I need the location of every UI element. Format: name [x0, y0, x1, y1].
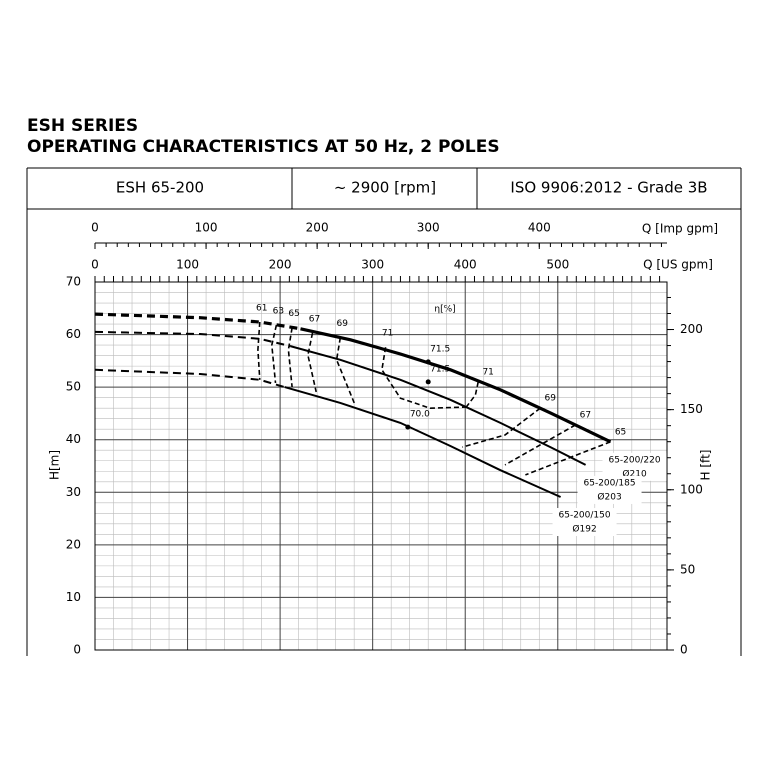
efficiency-point-label: 71.5	[430, 364, 450, 374]
curve-label-bg	[552, 508, 617, 537]
x-tick-label: 500	[546, 258, 569, 272]
pump-curve	[300, 327, 612, 444]
efficiency-curve	[307, 332, 317, 393]
x2-axis-label: Q [Imp gpm]	[642, 222, 718, 236]
x2-tick-label: 100	[195, 221, 218, 235]
efficiency-curve	[270, 324, 278, 383]
x2-tick-label: 400	[528, 221, 551, 235]
pump-curve	[94, 330, 291, 348]
y-tick-label: 40	[66, 432, 81, 446]
pump-curve	[94, 312, 301, 331]
efficiency-point	[405, 424, 411, 430]
curve-diameter: Ø210	[622, 468, 647, 479]
curve-label: 65-200/150	[559, 511, 611, 521]
efficiency-curve	[335, 337, 356, 406]
efficiency-label: η[%]	[434, 305, 455, 315]
efficiency-label: 67	[580, 410, 591, 420]
efficiency-label: 67	[309, 314, 320, 324]
header-cell: ISO 9906:2012 - Grade 3B	[510, 179, 707, 197]
efficiency-point	[425, 359, 431, 365]
header-box	[26, 167, 742, 656]
curve-label: 65-200/185	[584, 478, 636, 488]
y-tick-label: 50	[66, 380, 81, 394]
x2-tick-label: 300	[417, 221, 440, 235]
title-line: ESH SERIES	[27, 116, 138, 136]
efficiency-curve	[257, 321, 261, 380]
curve-label: 65-200/220	[608, 455, 660, 465]
efficiency-point-label: 71.5	[430, 344, 450, 354]
y-axis-label: H[m]	[48, 450, 62, 480]
efficiency-point	[425, 379, 431, 385]
x-tick-label: 400	[454, 258, 477, 272]
y2-tick-label: 100	[680, 482, 703, 496]
y2-tick-label: 200	[680, 322, 703, 336]
efficiency-curve	[287, 327, 293, 388]
x-tick-label: 200	[269, 258, 292, 272]
x2-tick-label: 0	[91, 221, 99, 235]
y2-tick-label: 0	[680, 643, 688, 657]
curve-label-bg	[577, 475, 642, 504]
header-cell: ESH 65-200	[116, 179, 204, 197]
curve-diameter: Ø203	[597, 491, 621, 502]
efficiency-label: 63	[273, 307, 284, 317]
pump-curve	[284, 386, 562, 498]
y2-tick-label: 50	[680, 562, 695, 576]
efficiency-label: 65	[288, 309, 299, 319]
header-cell: ~ 2900 [rpm]	[334, 179, 436, 197]
x-tick-label: 100	[176, 258, 199, 272]
plot-frame	[94, 281, 668, 651]
efficiency-point-label: 70.0	[410, 410, 430, 420]
efficiency-label: 61	[256, 303, 267, 313]
efficiency-curve	[462, 407, 541, 448]
y-tick-label: 30	[66, 485, 81, 499]
x-axis-label: Q [US gpm]	[643, 258, 713, 272]
x2-tick-label: 200	[306, 221, 329, 235]
grid	[94, 281, 668, 651]
y-tick-label: 0	[73, 643, 81, 657]
x-tick-label: 300	[361, 258, 384, 272]
y-tick-label: 10	[66, 590, 81, 604]
efficiency-curve	[465, 381, 479, 408]
y-tick-label: 60	[66, 327, 81, 341]
efficiency-label: 71	[482, 367, 493, 377]
y2-axis-label: H [ft]	[699, 450, 713, 481]
efficiency-label: 71	[382, 329, 393, 339]
efficiency-curve	[381, 347, 467, 410]
x-tick-label: 0	[91, 258, 99, 272]
curve-diameter: Ø192	[572, 524, 596, 535]
efficiency-label: 69	[337, 319, 349, 329]
efficiency-curve	[504, 424, 576, 466]
y-tick-label: 70	[66, 275, 81, 289]
pump-curve	[290, 345, 587, 466]
y2-tick-label: 150	[680, 402, 703, 416]
title-line: OPERATING CHARACTERISTICS AT 50 Hz, 2 PO…	[27, 137, 500, 157]
y-tick-label: 20	[66, 537, 81, 551]
pump-curve	[94, 368, 285, 389]
efficiency-label: 69	[544, 394, 556, 404]
efficiency-label: 65	[615, 427, 626, 437]
efficiency-curve	[525, 441, 611, 476]
